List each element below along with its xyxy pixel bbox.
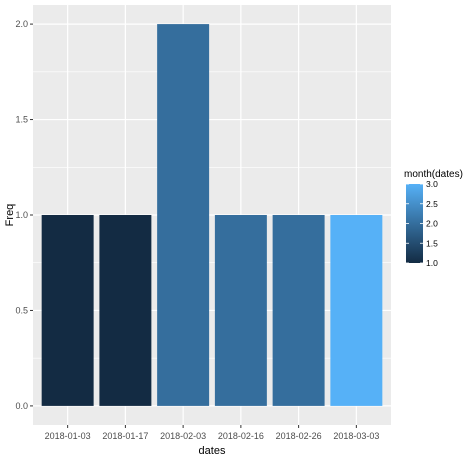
y-tick-label: 1.0 (15, 210, 28, 220)
bar-2018-01-03 (41, 215, 94, 406)
x-axis-title: dates (199, 445, 226, 457)
legend-colorbar (406, 184, 423, 263)
bar-2018-01-17 (99, 215, 152, 406)
y-tick-label: 0.5 (15, 305, 28, 315)
bar-2018-02-03 (157, 24, 210, 406)
legend-tick-label: 3.0 (426, 179, 438, 189)
x-tick-label: 2018-01-03 (45, 431, 91, 441)
legend-title: month(dates) (404, 169, 463, 180)
legend-tick-label: 1.5 (426, 238, 438, 248)
bar-2018-02-16 (214, 215, 267, 406)
x-tick-label: 2018-02-26 (276, 431, 322, 441)
x-tick-label: 2018-03-03 (333, 431, 379, 441)
legend-tick-label: 2.0 (426, 219, 438, 229)
legend-tick-label: 2.5 (426, 199, 438, 209)
x-tick-label: 2018-02-16 (218, 431, 264, 441)
legend-tick-label: 1.0 (426, 258, 438, 268)
bar-2018-03-03 (330, 215, 383, 406)
y-axis-title: Freq (4, 204, 16, 227)
x-tick-label: 2018-01-17 (102, 431, 148, 441)
y-axis: 0.0 0.5 1.0 1.5 2.0 (15, 19, 33, 411)
bar-2018-02-26 (272, 215, 325, 406)
legend-ticks: 1.0 1.5 2.0 2.5 3.0 (406, 179, 438, 268)
y-tick-label: 1.5 (15, 115, 28, 125)
y-tick-label: 0.0 (15, 401, 28, 411)
x-axis: 2018-01-03 2018-01-17 2018-02-03 2018-02-16… (45, 425, 379, 441)
bars (41, 24, 383, 406)
y-tick-label: 2.0 (15, 19, 28, 29)
legend: month(dates) 1.0 1.5 2.0 2.5 3.0 (404, 169, 463, 268)
x-tick-label: 2018-02-03 (160, 431, 206, 441)
